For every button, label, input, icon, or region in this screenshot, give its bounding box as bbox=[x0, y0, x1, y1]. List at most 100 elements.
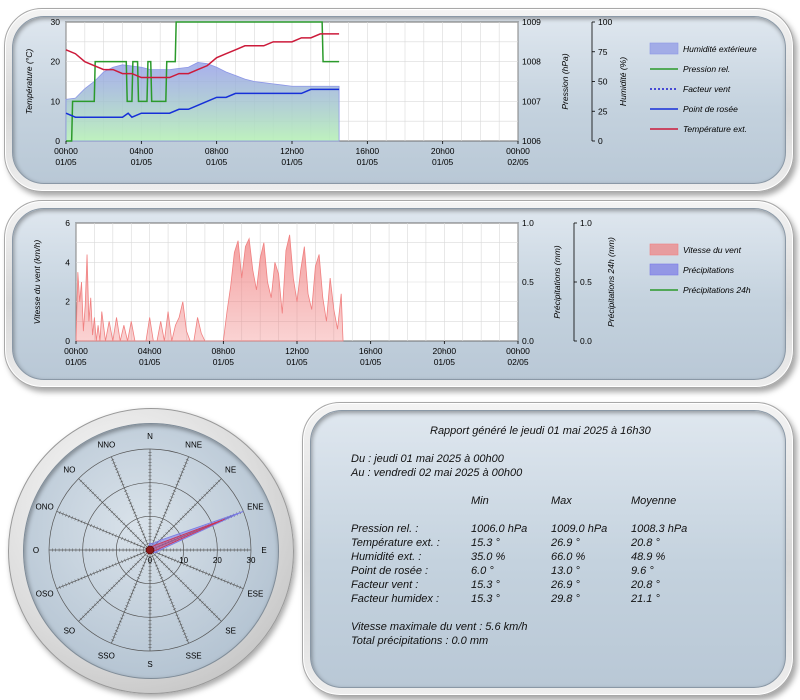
wind-rose-tick bbox=[163, 586, 168, 589]
wind-rose-tick bbox=[138, 574, 142, 576]
wind-rose-tick bbox=[155, 555, 159, 559]
wind-chart-group: 00h0001/0504h0001/0508h0001/0512h0001/05… bbox=[32, 218, 751, 367]
wind-chart-left-tick: 2 bbox=[65, 297, 70, 307]
wind-chart-right2-tick: 1.0 bbox=[580, 218, 592, 228]
wind-rose-dir-n: N bbox=[147, 432, 153, 441]
wind-rose-tick bbox=[156, 567, 160, 570]
wind-rose-tick bbox=[112, 636, 116, 638]
wind-rose-tick bbox=[233, 583, 235, 587]
wind-rose-tick bbox=[178, 477, 182, 480]
wind-rose-tick bbox=[74, 517, 77, 521]
wind-rose-tick bbox=[177, 560, 179, 564]
wind-rose-tick bbox=[186, 586, 190, 590]
wind-rose-tick bbox=[58, 511, 61, 515]
wind-rose-tick bbox=[217, 479, 221, 483]
wind-rose-tick bbox=[121, 560, 123, 564]
wind-rose-tick bbox=[161, 580, 165, 582]
wind-rose-tick bbox=[113, 465, 117, 467]
weather-chart-x-tick-time: 08h00 bbox=[205, 146, 229, 156]
wind-rose-tick bbox=[154, 564, 159, 567]
wind-rose-tick bbox=[141, 541, 145, 545]
wind-rose-tick bbox=[117, 517, 121, 521]
wind-rose-tick bbox=[172, 490, 177, 492]
wind-rose-tick bbox=[202, 570, 204, 574]
wind-rose-tick bbox=[169, 499, 173, 502]
wind-chart-left-axis-label: Vitesse du vent (km/h) bbox=[32, 240, 42, 325]
wind-rose-tick bbox=[174, 611, 178, 614]
wind-rose-dir-ene: ENE bbox=[247, 502, 263, 511]
wind-rose-tick bbox=[172, 572, 176, 576]
wind-rose-tick bbox=[136, 543, 139, 547]
wind-rose-tick bbox=[153, 561, 157, 564]
report-row-pressure-label: Pression rel. : bbox=[351, 523, 419, 535]
wind-rose-tick bbox=[62, 584, 64, 588]
wind-rose-dir-se: SE bbox=[225, 627, 236, 636]
wind-rose-tick bbox=[130, 592, 134, 595]
wind-rose-tick bbox=[124, 572, 128, 576]
wind-rose-tick bbox=[136, 560, 140, 564]
wind-rose-dir-sso: SSO bbox=[98, 651, 115, 660]
wind-rose-tick bbox=[96, 570, 98, 574]
weather-chart-right2-tick: 0 bbox=[598, 136, 603, 146]
wind-chart-right1-tick: 0.0 bbox=[522, 336, 534, 346]
wind-rose-tick bbox=[165, 508, 169, 511]
wind-rose-tick bbox=[184, 636, 188, 638]
report-row-dewpoint-avg: 9.6 ° bbox=[631, 565, 654, 577]
wind-rose-tick bbox=[183, 633, 187, 635]
wind-rose-tick bbox=[90, 572, 92, 577]
wind-chart-x-tick-date: 01/05 bbox=[65, 357, 87, 367]
report-row-humidex-max: 29.8 ° bbox=[551, 593, 580, 605]
wind-chart-right2-tick: 0.5 bbox=[580, 277, 592, 287]
wind-rose-tick bbox=[169, 598, 173, 601]
wind-rose-tick bbox=[178, 620, 182, 623]
weather-chart-left-axis-label: Température (°C) bbox=[24, 49, 34, 115]
wind-rose-tick bbox=[110, 510, 114, 514]
wind-rose-tick bbox=[118, 620, 122, 623]
wind-rose-tick bbox=[226, 580, 229, 584]
wind-chart-left-tick: 6 bbox=[65, 218, 70, 228]
wind-rose-tick bbox=[83, 575, 86, 579]
wind-chart-right1-tick: 0.5 bbox=[522, 277, 534, 287]
wind-rose-tick bbox=[116, 471, 120, 474]
report-row-dewpoint-min: 6.0 ° bbox=[471, 565, 494, 577]
wind-rose-dir-nno: NNO bbox=[97, 441, 115, 450]
wind-rose-tick bbox=[105, 505, 109, 509]
wind-rose-center-dot bbox=[145, 545, 155, 555]
report-row-humidity-min: 35.0 % bbox=[471, 551, 506, 563]
wind-rose-tick bbox=[196, 501, 199, 504]
wind-rose-tick bbox=[71, 580, 74, 584]
wind-rose-tick bbox=[129, 529, 133, 533]
wind-rose-r-tick: 10 bbox=[179, 556, 188, 565]
wind-rose-tick bbox=[183, 465, 187, 467]
wind-rose-tick bbox=[117, 623, 121, 626]
report-max-wind: Vitesse maximale du vent : 5.6 km/h bbox=[351, 621, 528, 633]
wind-rose-tick bbox=[98, 598, 102, 602]
report-row-humidex-avg: 21.1 ° bbox=[631, 593, 660, 605]
wind-rose-tick bbox=[124, 558, 126, 562]
weather-chart-x-tick-time: 20h00 bbox=[431, 146, 455, 156]
wind-rose-tick bbox=[157, 570, 161, 573]
wind-rose-tick bbox=[215, 482, 218, 485]
weather-chart-legend-point-de-rosee-label: Point de rosée bbox=[683, 104, 738, 114]
wind-rose-tick bbox=[118, 561, 120, 565]
wind-rose-tick bbox=[98, 498, 102, 502]
wind-rose-tick bbox=[82, 615, 85, 618]
wind-rose-tick bbox=[170, 527, 173, 530]
wind-rose-tick bbox=[133, 541, 136, 546]
weather-chart-legend-pression-rel-label: Pression rel. bbox=[683, 64, 730, 74]
wind-rose-tick bbox=[179, 623, 183, 626]
wind-rose-dir-s: S bbox=[147, 660, 152, 669]
wind-rose-tick bbox=[114, 562, 117, 566]
wind-rose-tick bbox=[139, 570, 143, 573]
wind-rose-tick bbox=[217, 576, 220, 580]
weather-chart-right2-tick: 100 bbox=[598, 17, 612, 27]
weather-chart-left-tick: 30 bbox=[51, 17, 61, 27]
wind-rose-tick bbox=[111, 532, 114, 537]
wind-rose-tick bbox=[102, 529, 105, 533]
wind-rose-tick bbox=[127, 527, 130, 530]
wind-rose-tick bbox=[203, 493, 207, 497]
wind-rose-tick bbox=[86, 610, 90, 614]
weather-chart-right1-tick: 1006 bbox=[522, 136, 541, 146]
wind-rose-tick bbox=[134, 514, 138, 517]
wind-rose-tick bbox=[96, 601, 99, 604]
